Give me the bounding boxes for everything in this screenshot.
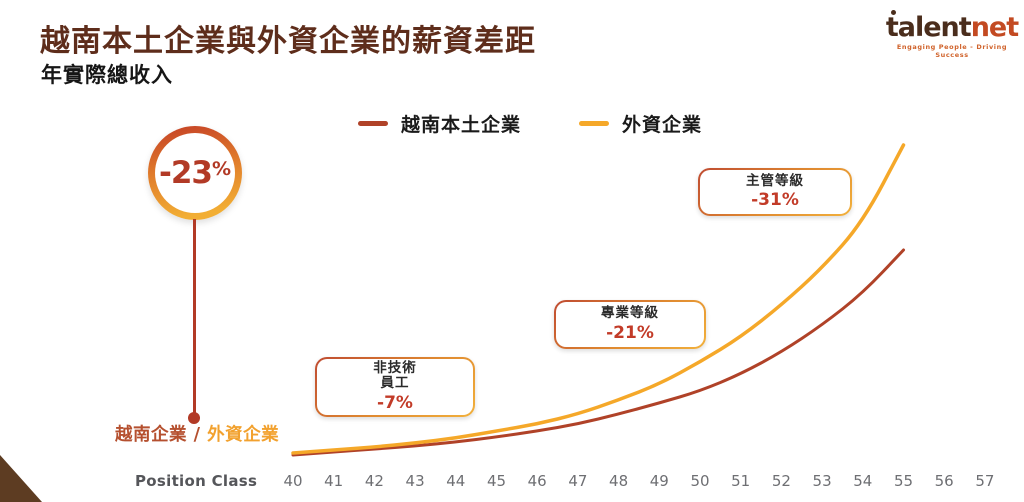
annotation-label: 員工	[380, 375, 410, 392]
gap-note: 越南企業 / 外資企業	[115, 424, 295, 448]
x-tick: 51	[731, 472, 751, 490]
x-tick: 40	[283, 472, 303, 490]
legend: 越南本土企業 外資企業	[358, 110, 702, 137]
x-tick: 45	[486, 472, 507, 490]
annotation-card: 專業等級 -21%	[556, 302, 704, 347]
logo-flame-icon	[891, 10, 896, 15]
legend-label: 外資企業	[622, 114, 703, 136]
overall-gap-badge: -23 %	[148, 126, 242, 220]
x-tick: 52	[771, 472, 791, 490]
legend-item-foreign: 外資企業	[579, 110, 702, 137]
x-tick: 56	[934, 472, 954, 490]
gap-note-foreign: 外資企業	[207, 425, 280, 445]
x-tick: 48	[609, 472, 629, 490]
x-tick: 47	[568, 472, 588, 490]
x-tick: 46	[527, 472, 547, 490]
talentnet-logo: talentnet Engaging People - Driving Succ…	[884, 10, 1020, 59]
x-tick: 43	[405, 472, 425, 490]
logo-wordmark: talentnet	[884, 14, 1020, 41]
overall-gap-value: -23	[158, 155, 213, 191]
x-tick: 57	[975, 472, 995, 490]
page-subtitle: 年實際總收入	[41, 63, 173, 87]
page-title: 越南本土企業與外資企業的薪資差距	[40, 24, 536, 59]
x-tick: 44	[446, 472, 466, 490]
x-tick: 54	[853, 472, 873, 490]
annotation-label: 非技術	[373, 359, 417, 376]
x-tick: 50	[690, 472, 710, 490]
annotation-value: -21%	[606, 322, 654, 343]
badge-pointer-line	[193, 219, 196, 415]
legend-label: 越南本土企業	[401, 114, 522, 136]
logo-text-primary: talent	[885, 12, 972, 43]
annotation-value: -7%	[377, 393, 413, 414]
series-line-local	[291, 248, 905, 457]
annotation-label: 專業等級	[601, 305, 659, 322]
annotation-label: 主管等級	[746, 172, 804, 189]
annotation-professional: 專業等級 -21%	[554, 300, 706, 349]
overall-gap-badge-face: -23 %	[155, 133, 235, 213]
badge-pointer-dot	[188, 412, 200, 424]
x-tick: 41	[324, 472, 344, 490]
corner-decoration	[0, 455, 42, 502]
legend-item-local: 越南本土企業	[358, 110, 521, 137]
gap-note-separator: /	[187, 425, 208, 445]
annotation-card: 主管等級 -31%	[700, 170, 850, 214]
overall-gap-percent-sign: %	[211, 158, 232, 180]
legend-swatch	[358, 121, 388, 126]
gap-note-local: 越南企業	[115, 425, 187, 445]
x-tick: 49	[649, 472, 669, 490]
annotation-card: 非技術 員工 -7%	[317, 359, 473, 415]
x-tick: 53	[812, 472, 832, 490]
legend-swatch	[579, 121, 610, 126]
annotation-nontechnical: 非技術 員工 -7%	[315, 357, 475, 417]
logo-text-secondary: net	[970, 12, 1019, 43]
annotation-management: 主管等級 -31%	[698, 168, 852, 216]
annotation-value: -31%	[751, 190, 799, 211]
x-tick: 42	[364, 472, 384, 490]
x-tick: 55	[893, 472, 914, 490]
logo-tagline: Engaging People - Driving Success	[896, 43, 1008, 59]
x-axis-title: Position Class	[135, 472, 258, 490]
